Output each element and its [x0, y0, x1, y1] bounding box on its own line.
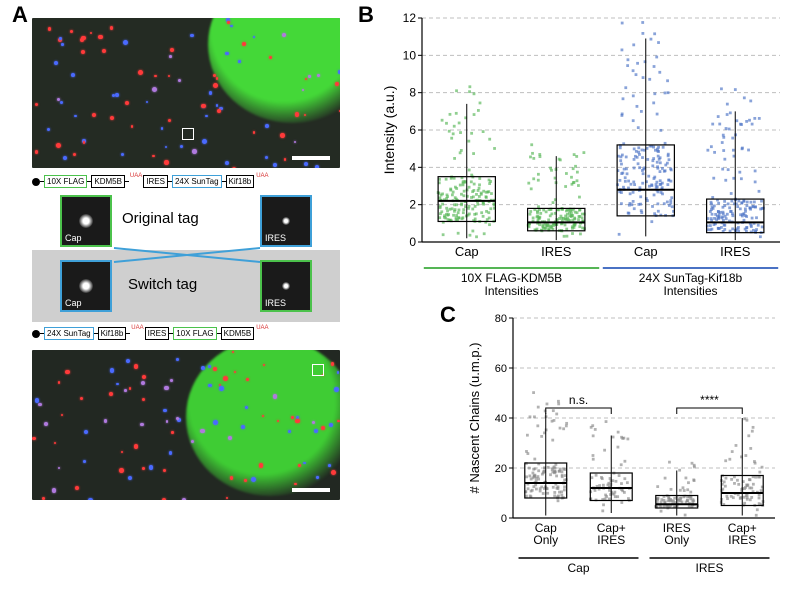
svg-text:IRES: IRES [695, 561, 723, 575]
chart-nascent-chains: 0 20 40 60 80 # Nascent Chains (u.m.p.) Cap Onl… [465, 310, 785, 580]
micrograph-switch [32, 350, 340, 500]
construct-segment: 24X SunTag [172, 175, 222, 188]
chart-intensity: 0 2 4 6 8 10 12 Intensity (a.u.) Cap IRES Cap IRES 1… [380, 10, 790, 300]
thumb-caption: Cap [65, 298, 82, 308]
thumb-switch-cap: Cap [60, 260, 112, 312]
svg-text:6: 6 [409, 123, 416, 137]
panel-a-label: A [12, 2, 28, 28]
svg-text:10X FLAG-KDM5B: 10X FLAG-KDM5B [461, 271, 562, 285]
panel-c-label: C [440, 302, 456, 328]
scalebar [292, 488, 330, 492]
construct-segment: 24X SunTag [44, 327, 94, 340]
svg-text:Cap: Cap [567, 561, 589, 575]
thumb-caption: Cap [65, 233, 82, 243]
svg-text:n.s.: n.s. [569, 393, 588, 407]
svg-text:24X SunTag-Kif18b: 24X SunTag-Kif18b [639, 271, 743, 285]
thumb-orig-ires: IRES [260, 195, 312, 247]
svg-text:Only: Only [533, 533, 558, 547]
switch-tag-label: Switch tag [128, 276, 197, 293]
thumb-switch-ires: IRES [260, 260, 312, 312]
svg-text:80: 80 [495, 313, 507, 325]
svg-text:2: 2 [409, 198, 416, 212]
construct-segment: Kif18b [98, 327, 127, 340]
svg-text:40: 40 [495, 413, 507, 425]
svg-text:Intensities: Intensities [484, 284, 538, 298]
svg-text:IRES: IRES [597, 533, 625, 547]
svg-text:60: 60 [495, 363, 507, 375]
svg-text:0: 0 [409, 235, 416, 249]
micrograph-original [32, 18, 340, 168]
svg-text:Intensities: Intensities [663, 284, 717, 298]
svg-text:Cap: Cap [634, 244, 658, 259]
construct-switch: 24X SunTagKif18bUAAIRES10X FLAGKDM5BUAA [32, 327, 340, 340]
svg-text:12: 12 [403, 11, 417, 25]
svg-text:20: 20 [495, 463, 507, 475]
scalebar [292, 156, 330, 160]
svg-text:IRES: IRES [541, 244, 572, 259]
svg-text:0: 0 [501, 513, 507, 525]
construct-segment: KDM5B [221, 327, 255, 340]
thumb-caption: IRES [265, 298, 286, 308]
construct-original: 10X FLAGKDM5BUAAIRES24X SunTagKif18bUAA [32, 175, 340, 188]
construct-segment: Kif18b [226, 175, 255, 188]
original-tag-label: Original tag [122, 210, 199, 227]
svg-text:Cap: Cap [455, 244, 479, 259]
construct-segment: KDM5B [91, 175, 125, 188]
inset-box [182, 128, 194, 140]
svg-text:4: 4 [409, 160, 416, 174]
panel-b-label: B [358, 2, 374, 28]
construct-segment: 10X FLAG [173, 327, 216, 340]
thumb-caption: IRES [265, 233, 286, 243]
svg-text:IRES: IRES [720, 244, 751, 259]
svg-text:10: 10 [403, 48, 417, 62]
svg-text:# Nascent Chains (u.m.p.): # Nascent Chains (u.m.p.) [467, 342, 482, 493]
svg-text:****: **** [700, 393, 719, 407]
svg-text:IRES: IRES [728, 533, 756, 547]
construct-segment: IRES [145, 327, 170, 340]
svg-text:Only: Only [664, 533, 689, 547]
construct-segment: IRES [143, 175, 168, 188]
inset-box [312, 364, 324, 376]
construct-segment: 10X FLAG [44, 175, 87, 188]
thumb-orig-cap: Cap [60, 195, 112, 247]
svg-text:Intensity (a.u.): Intensity (a.u.) [381, 86, 397, 175]
svg-text:8: 8 [409, 86, 416, 100]
